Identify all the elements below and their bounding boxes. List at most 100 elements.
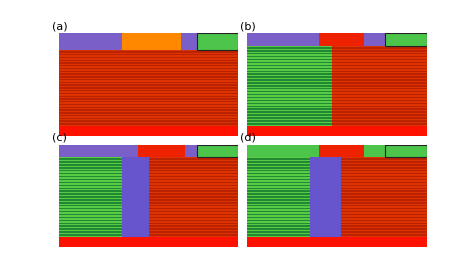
- Bar: [247, 195, 310, 196]
- Bar: [247, 218, 310, 220]
- Bar: [59, 176, 122, 177]
- Bar: [247, 174, 310, 176]
- Bar: [59, 166, 122, 167]
- Bar: [149, 193, 238, 195]
- Bar: [332, 76, 427, 78]
- Bar: [149, 190, 238, 192]
- Bar: [59, 215, 122, 217]
- Bar: [247, 84, 332, 85]
- Bar: [341, 183, 427, 185]
- Bar: [149, 234, 238, 236]
- Bar: [149, 172, 238, 173]
- Bar: [247, 66, 332, 68]
- Bar: [341, 221, 427, 222]
- Bar: [332, 51, 427, 53]
- Bar: [247, 168, 310, 170]
- Text: (a): (a): [52, 21, 68, 31]
- Bar: [59, 78, 238, 79]
- Bar: [332, 62, 427, 63]
- Bar: [247, 173, 310, 174]
- Bar: [341, 163, 427, 164]
- Bar: [247, 88, 332, 90]
- Bar: [247, 145, 427, 157]
- Bar: [341, 199, 427, 201]
- Bar: [59, 199, 122, 201]
- Bar: [59, 158, 122, 160]
- Bar: [247, 187, 310, 189]
- Bar: [341, 195, 427, 196]
- Bar: [341, 187, 427, 189]
- Bar: [149, 220, 238, 221]
- Bar: [332, 68, 427, 69]
- Bar: [247, 91, 332, 92]
- Bar: [341, 167, 427, 168]
- Bar: [247, 189, 310, 190]
- Bar: [341, 225, 427, 227]
- Bar: [332, 117, 427, 119]
- Bar: [59, 57, 238, 58]
- Bar: [247, 214, 310, 215]
- Bar: [247, 60, 332, 62]
- Bar: [247, 68, 332, 69]
- Bar: [149, 228, 238, 230]
- Bar: [59, 93, 238, 94]
- Bar: [149, 198, 238, 199]
- Bar: [332, 85, 427, 86]
- Bar: [247, 104, 332, 106]
- Bar: [149, 166, 238, 167]
- Bar: [247, 54, 332, 56]
- Bar: [149, 176, 238, 177]
- Bar: [341, 186, 427, 187]
- Bar: [341, 217, 427, 218]
- Bar: [247, 225, 310, 227]
- Bar: [247, 208, 310, 209]
- Bar: [59, 189, 122, 190]
- Bar: [59, 62, 238, 64]
- Bar: [149, 199, 238, 201]
- Bar: [332, 100, 427, 101]
- Bar: [149, 222, 238, 224]
- Bar: [247, 62, 332, 63]
- Text: (b): (b): [240, 21, 256, 31]
- Bar: [247, 163, 310, 164]
- Bar: [59, 234, 122, 236]
- Bar: [332, 113, 427, 114]
- Bar: [247, 161, 310, 163]
- Bar: [247, 110, 332, 111]
- Bar: [59, 123, 238, 125]
- Bar: [59, 100, 238, 101]
- Bar: [149, 180, 238, 182]
- Bar: [59, 91, 238, 93]
- Bar: [332, 101, 427, 103]
- Bar: [59, 66, 238, 68]
- Bar: [122, 33, 181, 50]
- Bar: [247, 46, 332, 47]
- Bar: [59, 115, 238, 116]
- Bar: [247, 166, 310, 167]
- Bar: [247, 157, 310, 158]
- Bar: [341, 176, 427, 177]
- Bar: [247, 237, 427, 247]
- Bar: [59, 160, 122, 161]
- Bar: [59, 214, 122, 215]
- Bar: [332, 120, 427, 121]
- Bar: [59, 111, 238, 112]
- Bar: [59, 85, 238, 86]
- Bar: [341, 203, 427, 205]
- Bar: [59, 112, 238, 113]
- Bar: [247, 78, 332, 79]
- Bar: [332, 91, 427, 92]
- Bar: [59, 222, 122, 224]
- Bar: [247, 47, 332, 49]
- Bar: [247, 201, 310, 202]
- Bar: [59, 180, 122, 182]
- Bar: [247, 103, 332, 104]
- Bar: [341, 211, 427, 212]
- Bar: [247, 111, 332, 113]
- Bar: [341, 234, 427, 236]
- Bar: [332, 119, 427, 120]
- Bar: [332, 104, 427, 106]
- Bar: [341, 209, 427, 211]
- Bar: [197, 145, 238, 157]
- Bar: [59, 75, 238, 76]
